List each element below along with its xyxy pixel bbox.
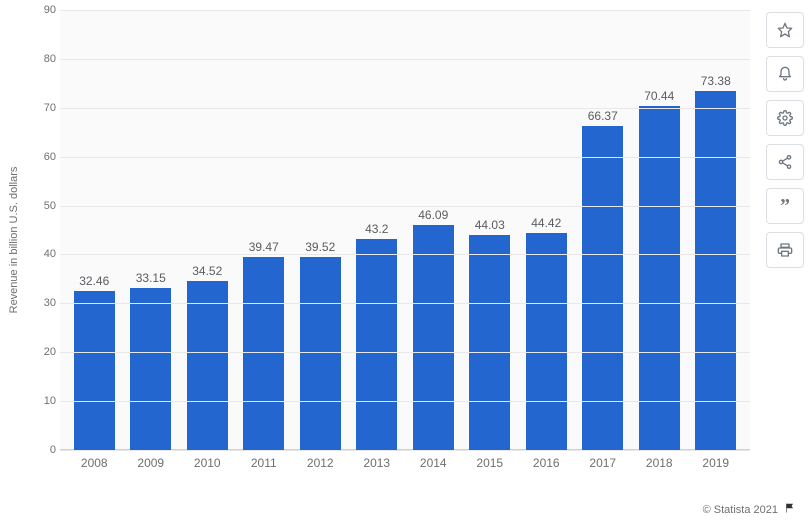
bar-value-label: 73.38 xyxy=(701,74,731,88)
gridline xyxy=(60,108,750,109)
bar[interactable] xyxy=(130,288,171,450)
x-category-label: 2012 xyxy=(292,456,349,470)
y-tick-label: 70 xyxy=(26,102,56,114)
bar-value-label: 66.37 xyxy=(588,109,618,123)
y-tick-label: 50 xyxy=(26,200,56,212)
y-tick-label: 0 xyxy=(26,444,56,456)
y-tick-label: 80 xyxy=(26,53,56,65)
gridline xyxy=(60,206,750,207)
star-icon xyxy=(777,22,793,38)
bar[interactable] xyxy=(356,239,397,450)
chart-container: Revenue in billion U.S. dollars 32.46 33.… xyxy=(0,0,810,525)
bar-value-label: 43.2 xyxy=(365,222,388,236)
flag-icon xyxy=(784,502,796,514)
attribution-text: © Statista 2021 xyxy=(703,504,778,516)
y-tick-label: 30 xyxy=(26,297,56,309)
bar[interactable] xyxy=(187,281,228,450)
gridline xyxy=(60,401,750,402)
x-category-label: 2013 xyxy=(349,456,406,470)
bar-column: 66.37 xyxy=(575,10,632,450)
x-category-label: 2011 xyxy=(236,456,293,470)
x-category-label: 2010 xyxy=(179,456,236,470)
gridline xyxy=(60,303,750,304)
x-category-label: 2018 xyxy=(631,456,688,470)
bar-column: 44.42 xyxy=(518,10,575,450)
bar[interactable] xyxy=(469,235,510,450)
bar-value-label: 33.15 xyxy=(136,271,166,285)
print-button[interactable] xyxy=(766,232,804,268)
bar-value-label: 44.03 xyxy=(475,218,505,232)
bar-value-label: 44.42 xyxy=(531,216,561,230)
x-category-label: 2019 xyxy=(688,456,745,470)
gridline xyxy=(60,157,750,158)
bar-value-label: 70.44 xyxy=(644,89,674,103)
bar-column: 43.2 xyxy=(349,10,406,450)
bar[interactable] xyxy=(243,257,284,450)
favorite-button[interactable] xyxy=(766,12,804,48)
y-axis-title: Revenue in billion U.S. dollars xyxy=(8,167,20,314)
gridline xyxy=(60,10,750,11)
bar-column: 44.03 xyxy=(462,10,519,450)
share-button[interactable] xyxy=(766,144,804,180)
y-tick-label: 20 xyxy=(26,346,56,358)
bar[interactable] xyxy=(74,291,115,450)
x-category-label: 2017 xyxy=(575,456,632,470)
bell-icon xyxy=(777,66,793,82)
bar-column: 73.38 xyxy=(688,10,745,450)
bar-value-label: 46.09 xyxy=(418,208,448,222)
bar[interactable] xyxy=(413,225,454,450)
chart-toolbar: ” xyxy=(766,12,802,268)
bar-value-label: 39.52 xyxy=(305,240,335,254)
plot-area: 32.46 33.15 34.52 39.47 39.52 43.2 46.09 44.03 4… xyxy=(60,10,750,450)
bar-value-label: 34.52 xyxy=(192,264,222,278)
chart-footer: © Statista 2021 xyxy=(703,502,796,517)
x-category-label: 2014 xyxy=(405,456,462,470)
bar-chart: 32.46 33.15 34.52 39.47 39.52 43.2 46.09 44.03 4… xyxy=(60,10,750,480)
print-icon xyxy=(777,242,793,258)
x-category-label: 2008 xyxy=(66,456,123,470)
y-tick-label: 10 xyxy=(26,395,56,407)
y-tick-label: 60 xyxy=(26,151,56,163)
x-category-label: 2016 xyxy=(518,456,575,470)
bar-column: 46.09 xyxy=(405,10,462,450)
bar-column: 33.15 xyxy=(123,10,180,450)
share-icon xyxy=(777,154,793,170)
gridline xyxy=(60,450,750,451)
bar-value-label: 39.47 xyxy=(249,240,279,254)
bar-column: 70.44 xyxy=(631,10,688,450)
gridline xyxy=(60,254,750,255)
settings-button[interactable] xyxy=(766,100,804,136)
gridline xyxy=(60,352,750,353)
bar[interactable] xyxy=(526,233,567,450)
bar[interactable] xyxy=(300,257,341,450)
quote-icon: ” xyxy=(780,196,790,216)
y-tick-label: 90 xyxy=(26,4,56,16)
x-axis-categories: 2008200920102011201220132014201520162017… xyxy=(60,456,750,470)
bar-column: 39.47 xyxy=(236,10,293,450)
bar-column: 32.46 xyxy=(66,10,123,450)
bar-column: 34.52 xyxy=(179,10,236,450)
bar-column: 39.52 xyxy=(292,10,349,450)
bar[interactable] xyxy=(695,91,736,450)
bar-value-label: 32.46 xyxy=(79,274,109,288)
gridline xyxy=(60,59,750,60)
gear-icon xyxy=(777,110,793,126)
x-category-label: 2015 xyxy=(462,456,519,470)
bars-group: 32.46 33.15 34.52 39.47 39.52 43.2 46.09 44.03 4… xyxy=(60,10,750,450)
report-button[interactable] xyxy=(784,502,796,517)
notify-button[interactable] xyxy=(766,56,804,92)
y-tick-label: 40 xyxy=(26,248,56,260)
cite-button[interactable]: ” xyxy=(766,188,804,224)
x-category-label: 2009 xyxy=(123,456,180,470)
